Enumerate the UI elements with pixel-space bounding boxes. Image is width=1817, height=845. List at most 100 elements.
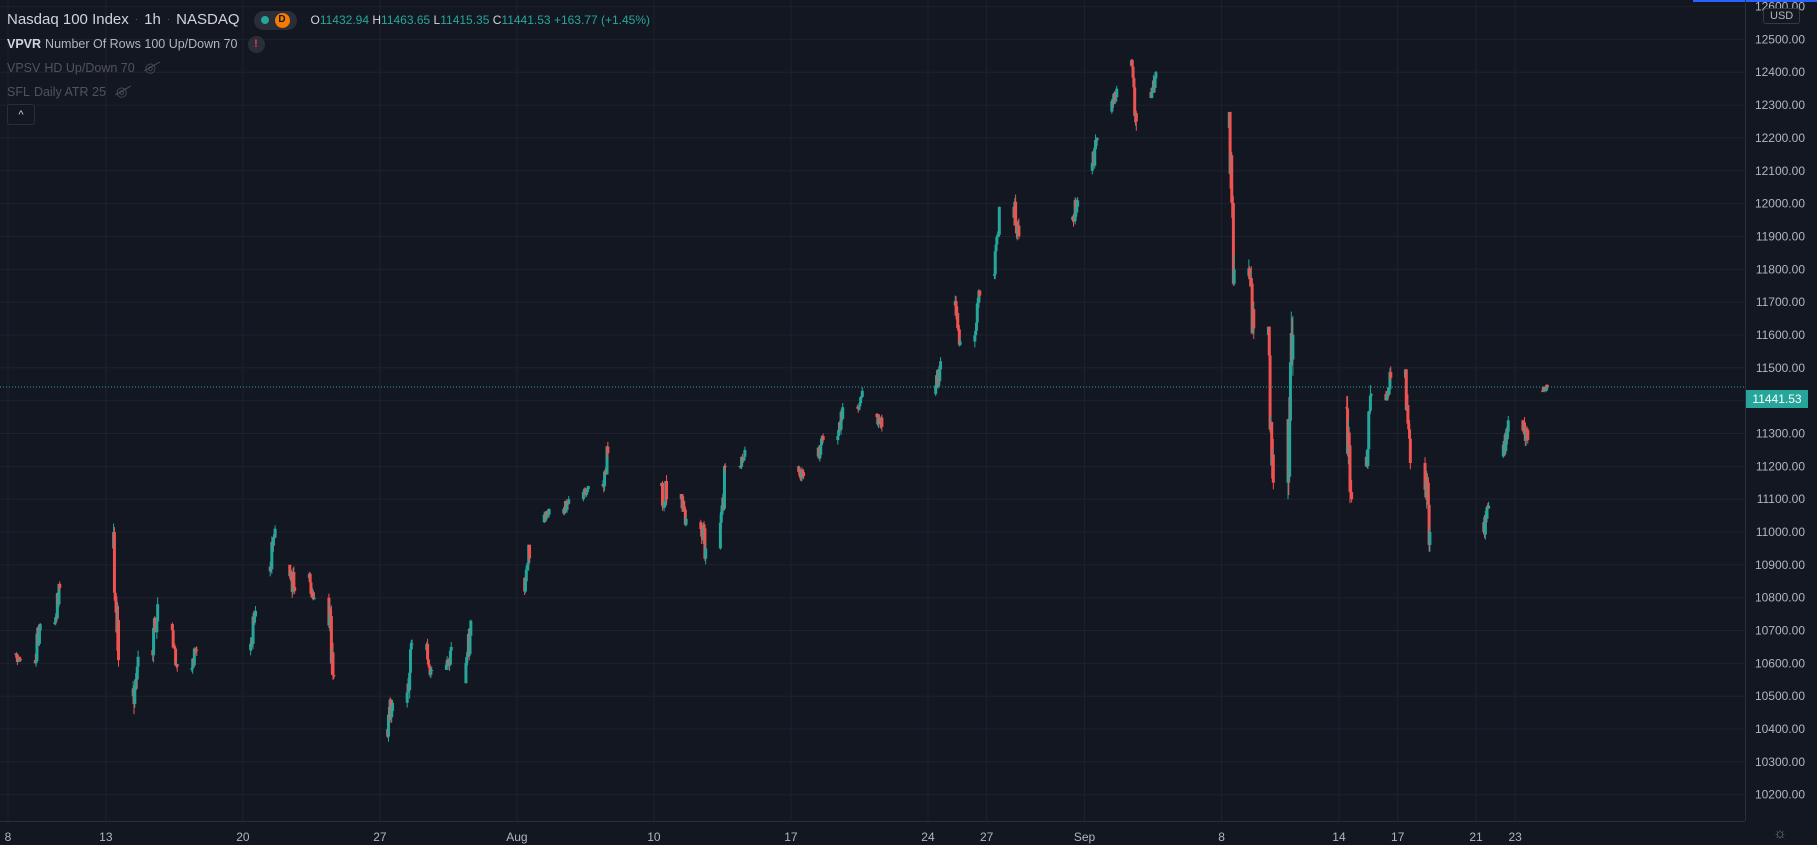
candle-body xyxy=(288,564,292,577)
candle-body xyxy=(1542,386,1546,392)
candle-body xyxy=(1231,203,1235,284)
candle-body xyxy=(957,329,961,345)
candle-body xyxy=(526,562,530,566)
price-tick-label: 12000.00 xyxy=(1755,197,1805,211)
candle-body xyxy=(1270,421,1274,466)
candle-body xyxy=(444,664,448,670)
candle-body xyxy=(1506,420,1510,432)
candle-body xyxy=(426,659,430,665)
collapse-legend-button[interactable]: ^ xyxy=(7,104,35,125)
candle-body xyxy=(1150,92,1154,99)
candle-body xyxy=(683,509,687,525)
candle-body xyxy=(1487,505,1491,509)
price-tick-label: 11900.00 xyxy=(1756,229,1805,243)
candle-body xyxy=(55,593,59,619)
candle-body xyxy=(469,620,473,636)
exchange-label[interactable]: NASDAQ xyxy=(176,11,240,28)
open-value: 11432.94 xyxy=(319,13,370,27)
price-axis[interactable]: 12600.0012500.0012400.0012300.0012200.00… xyxy=(1755,0,1805,802)
candle-body xyxy=(997,206,1001,235)
candle-body xyxy=(14,653,18,655)
low-label: L xyxy=(433,13,441,27)
candle-body xyxy=(605,446,609,475)
price-tick-label: 12100.00 xyxy=(1755,164,1805,178)
currency-badge[interactable]: USD xyxy=(1763,8,1801,24)
candle-body xyxy=(603,471,607,487)
symbol-name[interactable]: Nasdaq 100 Index xyxy=(7,11,129,28)
time-tick-label: Aug xyxy=(506,830,527,844)
price-axis-border xyxy=(1745,0,1746,821)
candle-body xyxy=(1268,355,1272,430)
indicator-vpsv[interactable]: VPSV HD Up/Down 70 ◎ xyxy=(7,56,650,80)
candle-body xyxy=(1504,432,1508,452)
market-status-pill[interactable]: D xyxy=(253,10,297,30)
candle-body xyxy=(1428,532,1432,545)
time-tick-label: 23 xyxy=(1508,830,1522,844)
candle-body xyxy=(195,649,199,651)
candle-body xyxy=(253,616,257,618)
time-tick-label: Sep xyxy=(1074,830,1096,844)
candle-body xyxy=(332,675,336,677)
candle-body xyxy=(38,623,42,631)
candle-body xyxy=(427,664,431,668)
gear-icon[interactable]: ☼ xyxy=(1773,825,1787,842)
candle-body xyxy=(1407,423,1411,430)
time-tick-label: 14 xyxy=(1332,830,1346,844)
candle-body xyxy=(1348,445,1352,492)
candle-body xyxy=(603,471,607,474)
candle-body xyxy=(53,622,57,624)
hidden-eye-icon[interactable]: ◎ xyxy=(144,60,157,75)
candle-body xyxy=(1404,369,1408,410)
price-tick-label: 10800.00 xyxy=(1755,591,1805,605)
candle-body xyxy=(409,643,413,650)
candle-body xyxy=(390,711,394,718)
candle-body xyxy=(581,491,585,500)
time-tick-label: 8 xyxy=(5,830,12,844)
separator-dot: · xyxy=(166,14,171,25)
candle-body xyxy=(839,411,843,430)
time-tick-label: 8 xyxy=(1218,830,1225,844)
candle-body xyxy=(54,617,58,623)
close-value: 11441.53 xyxy=(501,13,551,27)
candle-body xyxy=(954,301,958,316)
candle-body xyxy=(701,525,705,539)
candle-body xyxy=(938,369,942,382)
candle-body xyxy=(684,518,688,525)
candle-body xyxy=(445,659,449,665)
candle-body xyxy=(152,627,156,656)
warning-icon[interactable]: ! xyxy=(247,35,265,53)
candle-body xyxy=(1153,78,1157,88)
candle-body xyxy=(155,621,159,633)
price-tick-label: 10600.00 xyxy=(1755,656,1805,670)
candle-body xyxy=(1425,479,1429,498)
interval-label[interactable]: 1h xyxy=(144,11,161,28)
indicator-name: VPVR xyxy=(7,37,42,51)
indicator-vpvr[interactable]: VPVR Number Of Rows 100 Up/Down 70 ! xyxy=(7,32,650,56)
indicator-sfl[interactable]: SFL Daily ATR 25 ◎ xyxy=(7,80,650,104)
price-tick-label: 11000.00 xyxy=(1756,525,1805,539)
candle-body xyxy=(606,446,610,454)
candle-body xyxy=(387,714,391,716)
candle-body xyxy=(405,692,409,703)
price-tick-label: 12400.00 xyxy=(1755,65,1805,79)
time-tick-label: 17 xyxy=(784,830,798,844)
candle-body xyxy=(426,643,430,660)
candle-body xyxy=(329,615,333,664)
price-tick-label: 10300.00 xyxy=(1755,755,1805,769)
candle-body xyxy=(134,679,138,687)
candle-body xyxy=(718,522,722,549)
candle-body xyxy=(448,664,452,666)
candle-body xyxy=(408,672,412,691)
candle-body xyxy=(1093,149,1097,166)
candle-body xyxy=(1485,507,1489,519)
candle-body xyxy=(1387,389,1391,395)
candle-body xyxy=(1368,410,1372,412)
candle-body xyxy=(722,466,726,509)
price-tick-label: 11200.00 xyxy=(1756,459,1805,473)
candle-body xyxy=(1130,60,1134,67)
hidden-eye-icon[interactable]: ◎ xyxy=(115,84,128,99)
time-axis[interactable]: 8 13 20 27 Aug 10 17 24 27 Sep 8 14 17 21 23 xyxy=(5,830,1522,844)
candle-body xyxy=(1115,88,1119,98)
candle-body xyxy=(1408,438,1412,464)
